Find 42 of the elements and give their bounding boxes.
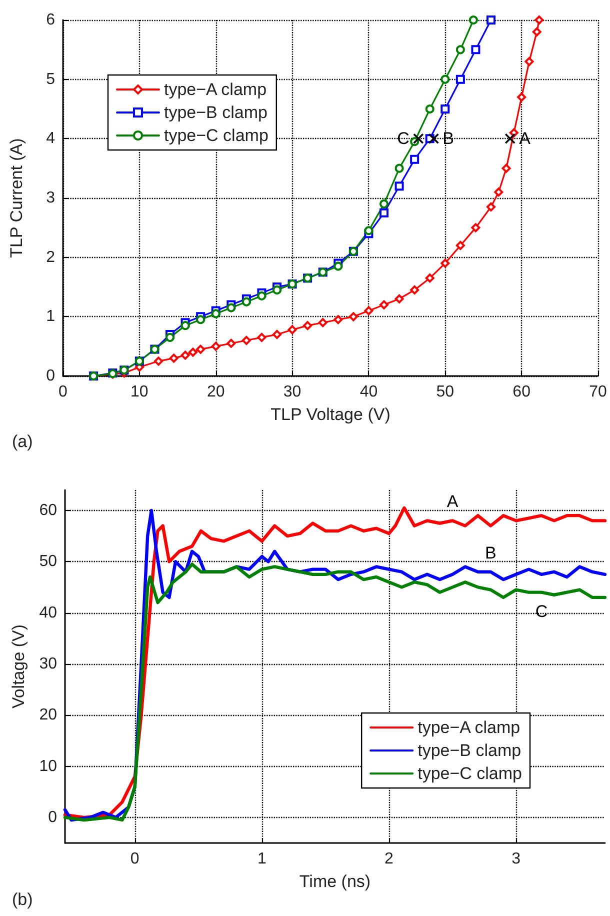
x-axis-title: TLP Voltage (V) [270, 405, 390, 424]
y-tick-label: 60 [39, 502, 58, 519]
x-tick-label: 0 [58, 384, 68, 400]
legend-label: type−A clamp [164, 80, 267, 99]
x-tick-label: 40 [360, 384, 378, 400]
annotation: A [446, 492, 459, 512]
y-tick-label: 5 [46, 70, 56, 88]
x-tick-label: 0 [130, 850, 140, 868]
legend-label: type−B clamp [164, 103, 268, 122]
y-tick-label: 3 [46, 190, 56, 206]
x-tick-label: 3 [512, 850, 521, 868]
x-tick-label: 70 [589, 384, 607, 400]
legend-label: type−B clamp [418, 741, 522, 760]
y-tick-label: 30 [39, 655, 58, 672]
x-tick-label: 2 [384, 850, 394, 868]
y-tick-label: 1 [46, 308, 56, 326]
y-tick-label: 4 [46, 130, 56, 148]
x-tick-label: 30 [283, 384, 302, 400]
y-axis-title: TLP Current (A) [7, 138, 26, 258]
x-tick-label: 1 [257, 850, 266, 868]
annotation: B [484, 543, 496, 562]
y-tick-label: 20 [39, 706, 58, 724]
text: (b) [12, 890, 33, 909]
legend-label: type−C clamp [164, 126, 268, 145]
x-tick-label: 20 [206, 384, 225, 400]
x-tick-label: 60 [512, 384, 531, 400]
y-tick-label: 50 [39, 553, 58, 570]
y-tick-label: 6 [46, 12, 56, 28]
legend-label: type−A clamp [418, 718, 520, 737]
y-tick-label: 0 [46, 368, 56, 384]
y-tick-label: 10 [39, 758, 58, 775]
annotation: C [535, 602, 548, 621]
y-tick-label: 40 [39, 604, 58, 622]
x-axis-title: Time (ns) [299, 872, 371, 891]
y-axis-title: Voltage (V) [9, 624, 28, 709]
y-tick-label: 0 [48, 808, 58, 826]
text: (a) [12, 432, 33, 451]
x-tick-label: 10 [130, 384, 148, 400]
legend-label: type−C clamp [418, 764, 522, 783]
annotation: C [397, 129, 410, 148]
y-tick-label: 2 [46, 248, 56, 266]
x-tick-label: 50 [436, 384, 454, 400]
